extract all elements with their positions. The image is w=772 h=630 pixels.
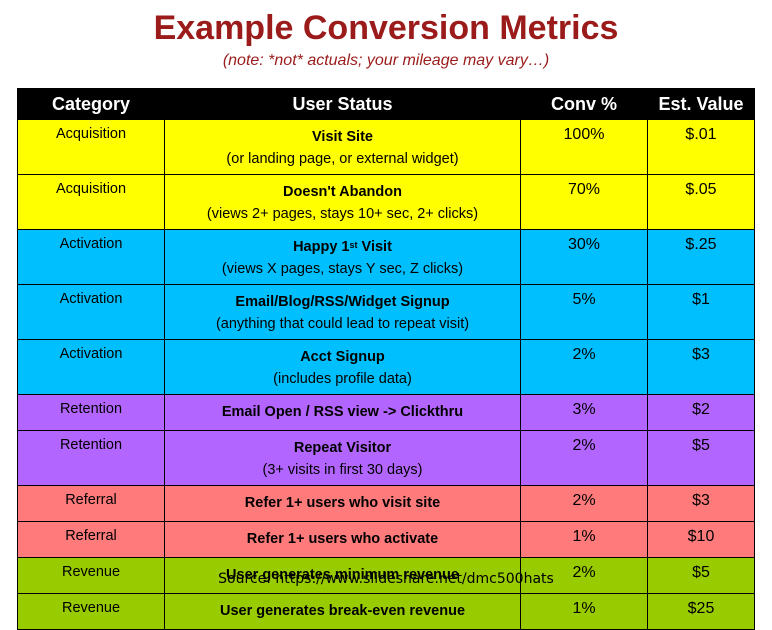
conv-cell: 70%: [520, 174, 648, 230]
conv-cell: 2%: [520, 339, 648, 395]
category-cell: Acquisition: [17, 174, 165, 230]
table-row: Retention Repeat Visitor (3+ visits in f…: [17, 430, 755, 486]
user-status-cell: Email Open / RSS view -> Clickthru: [164, 394, 521, 431]
status-detail: (or landing page, or external widget): [226, 151, 459, 167]
value-cell: $.25: [647, 229, 755, 285]
category-cell: Revenue: [17, 557, 165, 594]
user-status-cell: Repeat Visitor (3+ visits in first 30 da…: [164, 430, 521, 486]
table-row: Acquisition Visit Site (or landing page,…: [17, 119, 755, 175]
value-cell: $1: [647, 284, 755, 340]
user-status-cell: Refer 1+ users who activate: [164, 521, 521, 558]
conv-cell: 1%: [520, 521, 648, 558]
conv-cell: 2%: [520, 430, 648, 486]
page-title: Example Conversion Metrics: [153, 9, 619, 47]
conv-cell: 30%: [520, 229, 648, 285]
status-label: Repeat Visitor: [293, 440, 392, 456]
category-cell: Referral: [17, 521, 165, 558]
value-cell: $2: [647, 394, 755, 431]
value-cell: $.05: [647, 174, 755, 230]
header-user-status: User Status: [164, 88, 521, 120]
table-row: Activation Happy 1st Visit (views X page…: [17, 229, 755, 285]
category-cell: Revenue: [17, 593, 165, 630]
status-label: Refer 1+ users who activate: [246, 531, 439, 547]
conv-cell: 2%: [520, 485, 648, 522]
status-label: Doesn't Abandon: [283, 184, 402, 200]
header-conv-percent: Conv %: [520, 88, 648, 120]
category-cell: Retention: [17, 394, 165, 431]
conv-cell: 100%: [520, 119, 648, 175]
status-label: Acct Signup: [300, 349, 385, 365]
status-label: Email Open / RSS view -> Clickthru: [221, 404, 464, 420]
status-label-text-after: Visit: [357, 239, 392, 255]
status-detail: (views X pages, stays Y sec, Z clicks): [221, 261, 464, 277]
metrics-table: Category User Status Conv % Est. Value A…: [17, 88, 755, 630]
category-cell: Activation: [17, 229, 165, 285]
value-cell: $.01: [647, 119, 755, 175]
status-label: Email/Blog/RSS/Widget Signup: [235, 294, 450, 310]
category-cell: Retention: [17, 430, 165, 486]
status-detail: (3+ visits in first 30 days): [262, 462, 423, 478]
status-detail: (includes profile data): [273, 371, 412, 387]
user-status-cell: Refer 1+ users who visit site: [164, 485, 521, 522]
header-est-value: Est. Value: [647, 88, 755, 120]
category-cell: Activation: [17, 339, 165, 395]
user-status-cell: Email/Blog/RSS/Widget Signup (anything t…: [164, 284, 521, 340]
status-detail: (anything that could lead to repeat visi…: [215, 316, 470, 332]
value-cell: $3: [647, 485, 755, 522]
category-cell: Activation: [17, 284, 165, 340]
table-row: Referral Refer 1+ users who activate 1% …: [17, 521, 755, 558]
table-row: Referral Refer 1+ users who visit site 2…: [17, 485, 755, 522]
category-cell: Acquisition: [17, 119, 165, 175]
status-label-text: Happy 1: [293, 239, 350, 255]
page-subtitle: (note: *not* actuals; your mileage may v…: [222, 52, 550, 69]
value-cell: $5: [647, 557, 755, 594]
table-row: Retention Email Open / RSS view -> Click…: [17, 394, 755, 431]
value-cell: $3: [647, 339, 755, 395]
value-cell: $10: [647, 521, 755, 558]
conv-cell: 3%: [520, 394, 648, 431]
status-label: Visit Site: [312, 129, 373, 145]
table-row: Activation Acct Signup (includes profile…: [17, 339, 755, 395]
header-category: Category: [17, 88, 165, 120]
table-row: Revenue User generates break-even revenu…: [17, 593, 755, 630]
table-row: Revenue User generates minimum revenue 2…: [17, 557, 755, 594]
value-cell: $25: [647, 593, 755, 630]
status-label-superscript: st: [349, 240, 358, 250]
table-header-row: Category User Status Conv % Est. Value: [17, 88, 755, 120]
status-detail: (views 2+ pages, stays 10+ sec, 2+ click…: [206, 206, 479, 222]
user-status-cell: Acct Signup (includes profile data): [164, 339, 521, 395]
table-row: Acquisition Doesn't Abandon (views 2+ pa…: [17, 174, 755, 230]
status-label: User generates minimum revenue: [226, 567, 459, 583]
category-cell: Referral: [17, 485, 165, 522]
value-cell: $5: [647, 430, 755, 486]
status-label: Happy 1st Visit: [165, 236, 520, 258]
user-status-cell: Doesn't Abandon (views 2+ pages, stays 1…: [164, 174, 521, 230]
status-label: Refer 1+ users who visit site: [244, 495, 441, 511]
conv-cell: 5%: [520, 284, 648, 340]
source-credit: Source: https://www.slideshare.net/dmc50…: [218, 571, 554, 587]
user-status-cell: User generates break-even revenue: [164, 593, 521, 630]
status-label: User generates break-even revenue: [219, 603, 466, 619]
conv-cell: 1%: [520, 593, 648, 630]
user-status-cell: Visit Site (or landing page, or external…: [164, 119, 521, 175]
user-status-cell: Happy 1st Visit (views X pages, stays Y …: [164, 229, 521, 285]
table-row: Activation Email/Blog/RSS/Widget Signup …: [17, 284, 755, 340]
